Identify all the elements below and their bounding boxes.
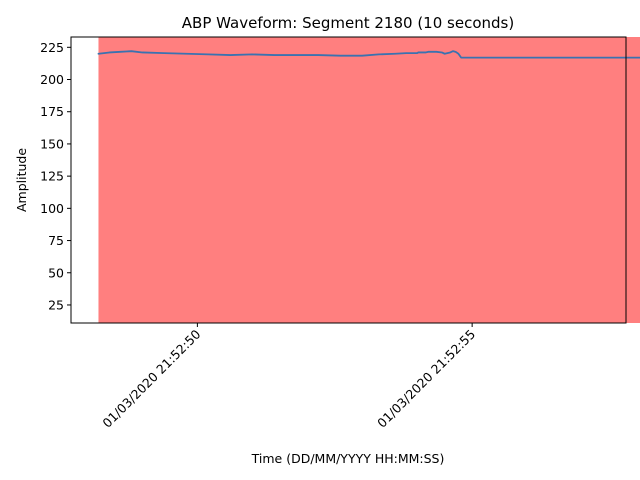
y-tick-label: 75 bbox=[48, 233, 64, 248]
series-line bbox=[97, 50, 640, 59]
y-tick-label: 175 bbox=[40, 104, 64, 119]
y-tick-label: 100 bbox=[40, 201, 64, 216]
plot-area bbox=[70, 36, 640, 324]
y-axis-ticks: 25 50 75 100 125 150 175 200 225 bbox=[40, 40, 71, 312]
y-tick-label: 150 bbox=[40, 136, 64, 151]
y-tick-label: 225 bbox=[40, 40, 64, 55]
y-tick-label: 200 bbox=[40, 72, 64, 87]
y-tick-label: 50 bbox=[48, 265, 64, 280]
x-tick-label: 01/03/2020 21:52:50 bbox=[99, 326, 203, 430]
y-axis-label: Amplitude bbox=[14, 148, 29, 212]
shaded-span bbox=[98, 37, 640, 323]
plot-frame bbox=[70, 36, 627, 324]
y-tick-label: 125 bbox=[40, 169, 64, 184]
x-axis-ticks: 01/03/2020 21:52:50 01/03/2020 21:52:55 bbox=[99, 323, 478, 431]
chart-title: ABP Waveform: Segment 2180 (10 seconds) bbox=[182, 14, 514, 32]
x-axis-label: Time (DD/MM/YYYY HH:MM:SS) bbox=[251, 451, 445, 466]
y-tick-label: 25 bbox=[48, 297, 64, 312]
x-tick-label: 01/03/2020 21:52:55 bbox=[374, 327, 478, 431]
